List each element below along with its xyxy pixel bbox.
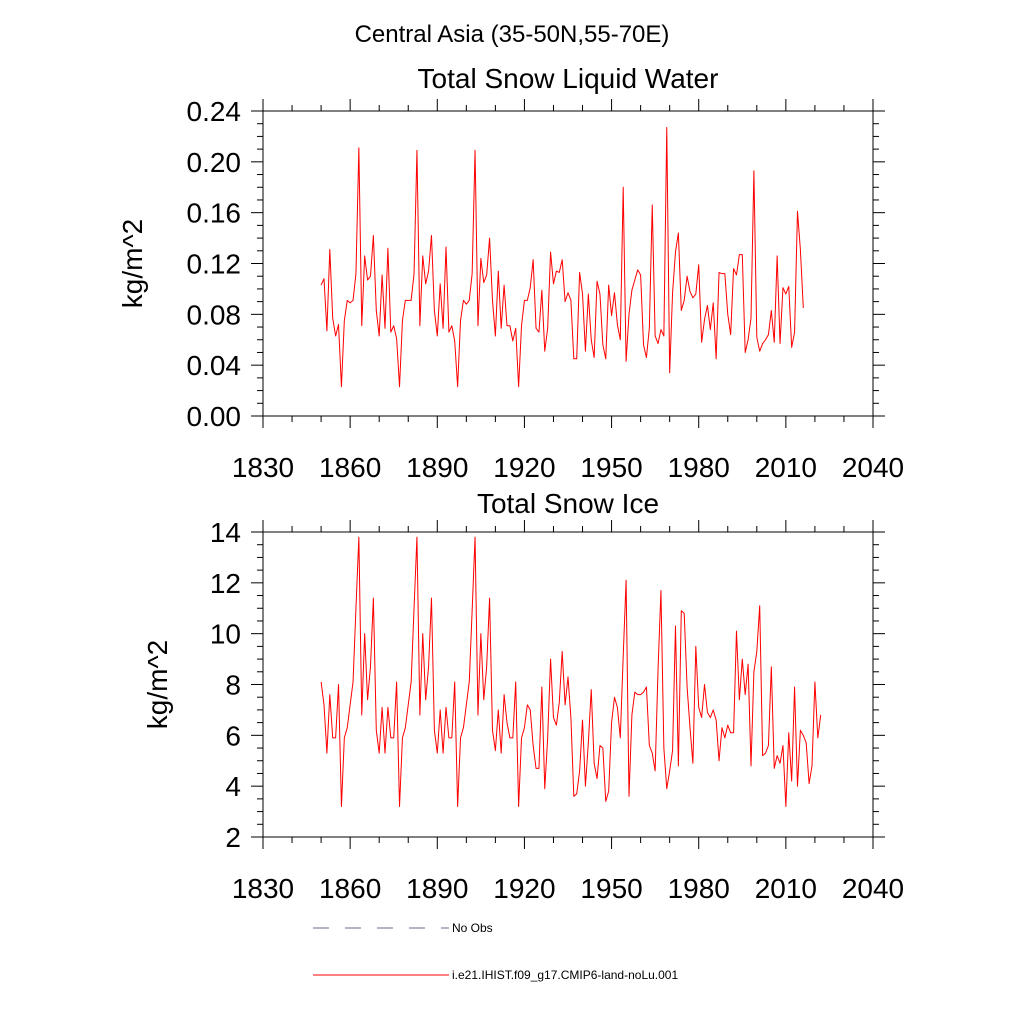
series-line-1 — [320, 127, 804, 388]
series-line-1 — [320, 536, 822, 807]
chart-panels: Total Snow Liquid Water kg/m^2 1830 1860 189… — [117, 63, 904, 904]
x-tick-label: 2040 — [842, 873, 904, 904]
y-tick-label: 0.24 — [187, 96, 242, 127]
y-tick-label: 2 — [225, 822, 241, 853]
y-tick-label: 0.00 — [187, 401, 242, 432]
y-tick-label: 0.12 — [187, 249, 242, 280]
x-tick-label: 1890 — [406, 873, 468, 904]
chart-panel-2: Total Snow Ice kg/m^2 1830 1860 1890 1920 1950… — [142, 488, 904, 904]
x-tick-label: 2010 — [755, 452, 817, 483]
y-tick-label: 0.04 — [187, 350, 242, 381]
plot-frame — [262, 531, 874, 838]
x-tick-label: 1920 — [493, 452, 555, 483]
y-tick-label: 4 — [225, 771, 241, 802]
x-tick-label: 1830 — [232, 873, 294, 904]
x-tick-label: 1950 — [580, 873, 642, 904]
legend-item: i.e21.IHIST.f09_g17.CMIP6-land-noLu.001 — [313, 968, 678, 982]
chart-panel-1: Total Snow Liquid Water kg/m^2 1830 1860 189… — [117, 63, 904, 483]
legend-label: i.e21.IHIST.f09_g17.CMIP6-land-noLu.001 — [452, 968, 678, 982]
x-tick-label: 1950 — [580, 452, 642, 483]
x-tick-label: 2010 — [755, 873, 817, 904]
chart-title: Total Snow Ice — [477, 488, 659, 519]
chart-title: Total Snow Liquid Water — [418, 63, 719, 94]
legend: No Obs i.e21.IHIST.f09_g17.CMIP6-land-noL… — [313, 921, 678, 982]
x-tick-label: 1890 — [406, 452, 468, 483]
y-tick-label: 0.16 — [187, 198, 242, 229]
y-tick-label: 12 — [210, 568, 241, 599]
plot-frame — [262, 110, 874, 417]
legend-label: No Obs — [452, 921, 493, 935]
x-tick-label: 1980 — [668, 873, 730, 904]
main-title: Central Asia (35-50N,55-70E) — [355, 21, 670, 48]
x-tick-label: 1920 — [493, 873, 555, 904]
legend-item: No Obs — [313, 921, 493, 935]
x-tick-label: 2040 — [842, 452, 904, 483]
y-tick-label: 0.20 — [187, 147, 242, 178]
y-tick-label: 8 — [225, 670, 241, 701]
y-tick-label: 0.08 — [187, 299, 242, 330]
x-tick-label: 1830 — [232, 452, 294, 483]
y-axis-label: kg/m^2 — [117, 219, 148, 308]
y-axis-label: kg/m^2 — [142, 640, 173, 729]
x-tick-label: 1980 — [668, 452, 730, 483]
y-tick-label: 10 — [210, 619, 241, 650]
x-tick-label: 1860 — [319, 452, 381, 483]
y-tick-label: 14 — [210, 517, 241, 548]
y-tick-label: 6 — [225, 720, 241, 751]
x-tick-label: 1860 — [319, 873, 381, 904]
